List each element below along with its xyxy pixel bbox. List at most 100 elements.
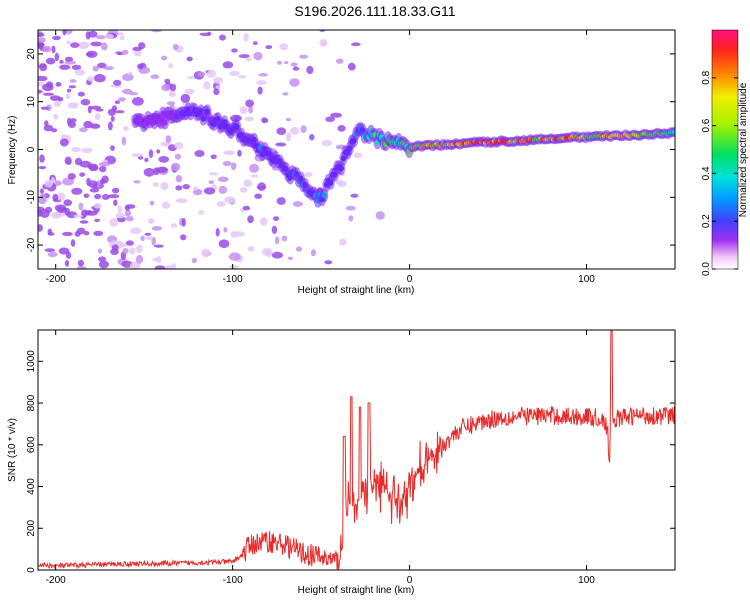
x-tick-label: 100 — [578, 575, 595, 586]
noise-blob — [149, 200, 155, 206]
colorbar-tick-label: 0.0 — [701, 262, 712, 276]
noise-blob — [224, 196, 236, 204]
noise-blob — [266, 248, 272, 258]
noise-blob — [247, 215, 254, 224]
noise-blob — [113, 79, 122, 86]
figure-title: S196.2026.111.18.33.G11 — [294, 3, 455, 19]
noise-blob — [62, 231, 73, 237]
noise-blob — [230, 162, 237, 171]
noise-blob — [279, 43, 289, 51]
noise-blob — [133, 50, 142, 57]
noise-blob — [140, 235, 145, 241]
noise-blob — [304, 172, 313, 178]
x-tick-label: 0 — [407, 575, 413, 586]
noise-blob — [156, 149, 161, 154]
noise-blob — [47, 251, 58, 257]
noise-blob — [265, 45, 273, 50]
noise-blob — [89, 188, 100, 193]
noise-blob — [203, 81, 211, 90]
noise-blob — [64, 156, 72, 165]
y-tick-label: 0 — [26, 567, 37, 573]
noise-blob — [276, 197, 286, 205]
noise-blob — [255, 80, 267, 86]
noise-blob — [40, 106, 50, 110]
noise-blob — [292, 201, 303, 207]
ridge-point — [338, 165, 344, 172]
noise-blob — [223, 227, 228, 233]
y-tick-label: 200 — [26, 519, 37, 536]
noise-blob — [247, 246, 255, 252]
noise-blob — [90, 41, 103, 47]
noise-blob — [122, 126, 129, 131]
noise-blob — [201, 248, 211, 258]
noise-blob — [170, 223, 178, 228]
noise-blob — [292, 66, 300, 71]
noise-blob — [250, 174, 259, 178]
noise-blob — [58, 247, 70, 255]
noise-blob — [223, 150, 235, 156]
noise-blob — [228, 252, 241, 261]
noise-blob — [182, 184, 190, 190]
noise-blob — [296, 246, 302, 252]
spectrogram-marks — [38, 30, 675, 269]
noise-blob — [93, 230, 104, 236]
noise-blob — [153, 244, 164, 248]
colorbar-tick-label: 0.2 — [701, 214, 712, 228]
noise-blob — [216, 200, 226, 207]
noise-blob — [192, 188, 203, 196]
noise-blob — [90, 123, 101, 129]
noise-blob — [59, 138, 69, 147]
noise-blob — [310, 249, 316, 257]
noise-blob — [76, 266, 87, 269]
noise-blob — [136, 244, 143, 253]
noise-blob — [51, 45, 56, 54]
noise-blob — [40, 193, 47, 201]
noise-blob — [121, 49, 129, 55]
noise-blob — [239, 187, 248, 193]
noise-blob — [156, 256, 162, 264]
noise-blob — [93, 202, 102, 209]
noise-blob — [170, 162, 181, 171]
noise-blob — [245, 99, 255, 108]
noise-blob — [60, 134, 67, 140]
noise-blob — [249, 163, 260, 173]
noise-blob — [191, 257, 198, 264]
noise-blob — [111, 244, 119, 252]
noise-blob — [319, 39, 328, 47]
noise-blob — [101, 194, 110, 200]
noise-blob — [165, 135, 172, 144]
noise-blob — [38, 37, 46, 43]
noise-blob — [306, 65, 314, 75]
x-tick-label: 100 — [578, 274, 595, 285]
noise-blob — [94, 218, 101, 222]
noise-blob — [99, 178, 106, 185]
noise-blob — [186, 76, 197, 80]
noise-blob — [85, 52, 94, 57]
noise-blob — [70, 239, 76, 247]
noise-blob — [45, 57, 56, 65]
noise-blob — [46, 81, 54, 88]
noise-blob — [277, 60, 282, 65]
noise-blob — [55, 82, 62, 87]
noise-blob — [93, 74, 106, 83]
noise-blob — [290, 126, 300, 135]
noise-blob — [237, 149, 242, 157]
noise-blob — [126, 204, 136, 209]
noise-blob — [88, 164, 99, 172]
noise-blob — [160, 55, 168, 61]
noise-blob — [54, 52, 59, 62]
noise-blob — [42, 45, 52, 53]
noise-blob — [133, 180, 141, 184]
x-tick-label: -200 — [46, 575, 66, 586]
noise-blob — [39, 209, 50, 218]
noise-blob — [122, 248, 129, 254]
noise-blob — [66, 40, 71, 45]
noise-blob — [285, 132, 292, 142]
noise-blob — [99, 165, 107, 173]
noise-blob — [151, 236, 156, 246]
noise-blob — [151, 226, 163, 231]
noise-blob — [152, 257, 159, 262]
noise-blob — [52, 35, 61, 41]
